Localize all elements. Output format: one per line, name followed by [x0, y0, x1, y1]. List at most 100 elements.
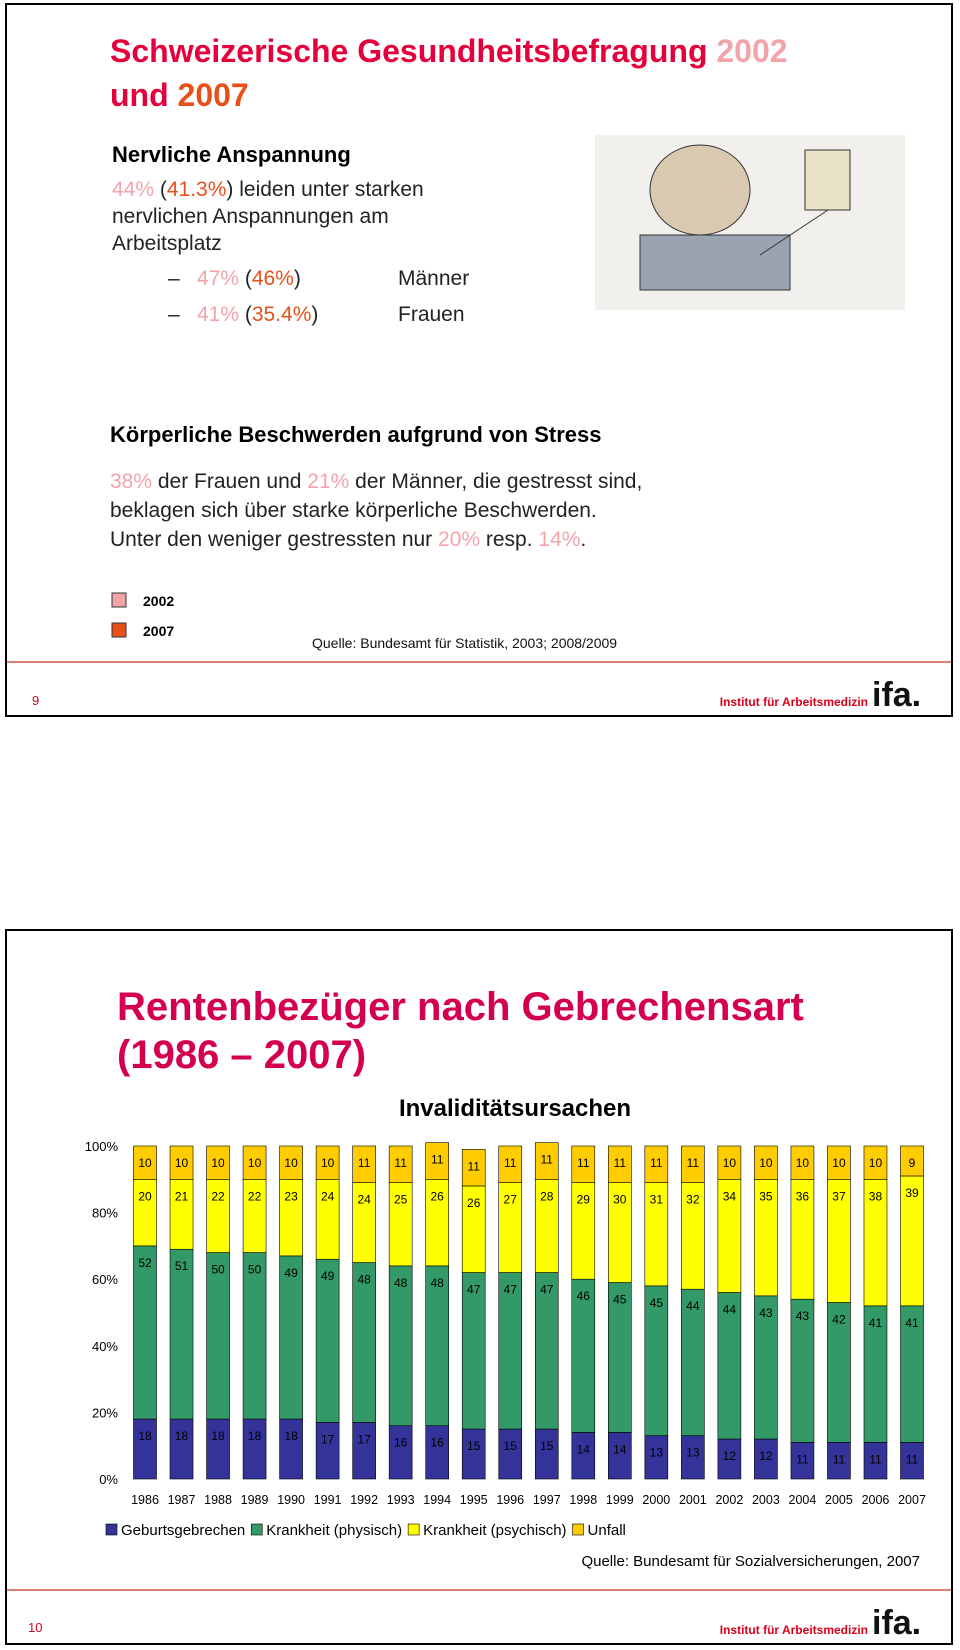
text-run: 41.3%	[167, 178, 227, 201]
text-run: (	[239, 267, 252, 290]
bullet-label: Frauen	[398, 303, 465, 326]
source: Quelle: Bundesamt für Statistik, 2003; 2…	[312, 635, 617, 651]
legend-swatch	[407, 1523, 420, 1536]
value-label: 43	[759, 1306, 773, 1320]
y-tick-label: 60%	[92, 1272, 118, 1287]
value-label: 50	[248, 1263, 262, 1277]
value-label: 11	[394, 1156, 407, 1170]
x-tick-label: 1991	[314, 1493, 342, 1507]
value-label: 9	[909, 1156, 916, 1170]
value-label: 49	[284, 1266, 298, 1280]
text-run: 20%	[438, 528, 480, 551]
value-label: 50	[211, 1263, 225, 1277]
x-tick-label: 1994	[423, 1493, 451, 1507]
value-label: 18	[248, 1429, 262, 1443]
bar-segment	[169, 1248, 194, 1420]
value-label: 12	[723, 1449, 737, 1463]
bar-segment	[827, 1145, 851, 1180]
logo-brand: ifa.	[872, 676, 921, 714]
bar-segment	[863, 1145, 888, 1180]
text-run: )	[311, 303, 318, 326]
bullet-marker: –	[168, 303, 180, 326]
value-label: 22	[248, 1189, 262, 1203]
x-tick-label: 1995	[460, 1493, 488, 1507]
value-label: 17	[357, 1432, 371, 1446]
bar-segment	[206, 1418, 230, 1480]
value-label: 11	[833, 1452, 846, 1466]
legend-swatch	[250, 1523, 263, 1536]
value-label: 25	[394, 1193, 408, 1207]
text-run: 2007	[178, 77, 249, 113]
value-label: 38	[869, 1189, 883, 1203]
value-label: 18	[175, 1429, 189, 1443]
bar-segment	[279, 1145, 303, 1180]
value-label: 11	[541, 1153, 554, 1167]
value-label: 22	[211, 1189, 225, 1203]
x-tick-label: 1986	[131, 1493, 159, 1507]
value-label: 46	[577, 1289, 591, 1303]
section-heading: Nervliche Anspannung	[112, 142, 351, 167]
bullet-value: 41% (35.4%)	[197, 303, 318, 326]
text-run: nervlichen Anspannungen am	[112, 205, 389, 228]
value-label: 12	[759, 1449, 773, 1463]
value-label: 11	[796, 1452, 809, 1466]
legend-label: Krankheit (psychisch)	[423, 1522, 566, 1539]
value-label: 47	[504, 1283, 518, 1297]
slide-title: Rentenbezüger nach Gebrechensart	[117, 985, 804, 1029]
bar-segment	[534, 1428, 559, 1480]
bar-segment	[206, 1252, 230, 1420]
x-tick-label: 2003	[752, 1493, 780, 1507]
text-run: ) leiden unter starken	[226, 178, 423, 201]
bar-segment	[352, 1145, 376, 1183]
x-tick-label: 2000	[642, 1493, 670, 1507]
value-label: 29	[577, 1193, 591, 1207]
text-run: resp.	[480, 528, 538, 551]
legend-label: Krankheit (physisch)	[266, 1522, 402, 1539]
bar-segment	[352, 1422, 376, 1480]
bar-segment	[425, 1425, 449, 1480]
value-label: 36	[796, 1189, 810, 1203]
body-line: Arbeitsplatz	[112, 232, 222, 255]
text-run: der Männer, die gestresst sind,	[349, 470, 642, 493]
bar-segment	[206, 1145, 230, 1180]
body-line: beklagen sich über starke körperliche Be…	[110, 499, 597, 522]
value-label: 10	[796, 1156, 810, 1170]
value-label: 10	[723, 1156, 737, 1170]
body-line: Unter den weniger gestressten nur 20% re…	[110, 528, 586, 551]
value-label: 52	[138, 1256, 152, 1270]
value-label: 47	[467, 1283, 481, 1297]
bar-segment	[242, 1418, 267, 1480]
legend-label: Geburtsgebrechen	[121, 1522, 245, 1539]
legend-swatch	[572, 1523, 584, 1536]
x-tick-label: 1998	[569, 1493, 597, 1507]
legend-swatch	[111, 592, 127, 608]
text-run: 47%	[197, 267, 239, 290]
y-tick-label: 40%	[92, 1339, 118, 1354]
text-run: 21%	[307, 470, 349, 493]
value-label: 18	[211, 1429, 225, 1443]
value-label: 32	[686, 1193, 700, 1207]
legend-label: Unfall	[588, 1522, 626, 1539]
value-label: 16	[394, 1436, 408, 1450]
figure-head	[649, 144, 751, 236]
value-label: 11	[906, 1452, 919, 1466]
bar-segment	[461, 1428, 486, 1480]
value-label: 49	[321, 1269, 335, 1283]
text-run: 38%	[110, 470, 152, 493]
text-run: Arbeitsplatz	[112, 232, 222, 255]
value-label: 10	[759, 1156, 773, 1170]
value-label: 45	[650, 1296, 664, 1310]
text-run: 2002	[716, 33, 787, 69]
value-label: 20	[138, 1189, 152, 1203]
value-label: 15	[504, 1439, 518, 1453]
y-tick-label: 80%	[92, 1206, 118, 1221]
text-run: und	[110, 77, 178, 113]
text-run: Schweizerische Gesundheitsbefragung	[110, 33, 716, 69]
bar-segment	[717, 1145, 742, 1180]
bar-segment	[388, 1145, 413, 1183]
bar-segment	[754, 1145, 778, 1180]
x-tick-label: 2007	[898, 1493, 926, 1507]
bar-segment	[169, 1145, 194, 1180]
bar-segment	[681, 1145, 705, 1183]
